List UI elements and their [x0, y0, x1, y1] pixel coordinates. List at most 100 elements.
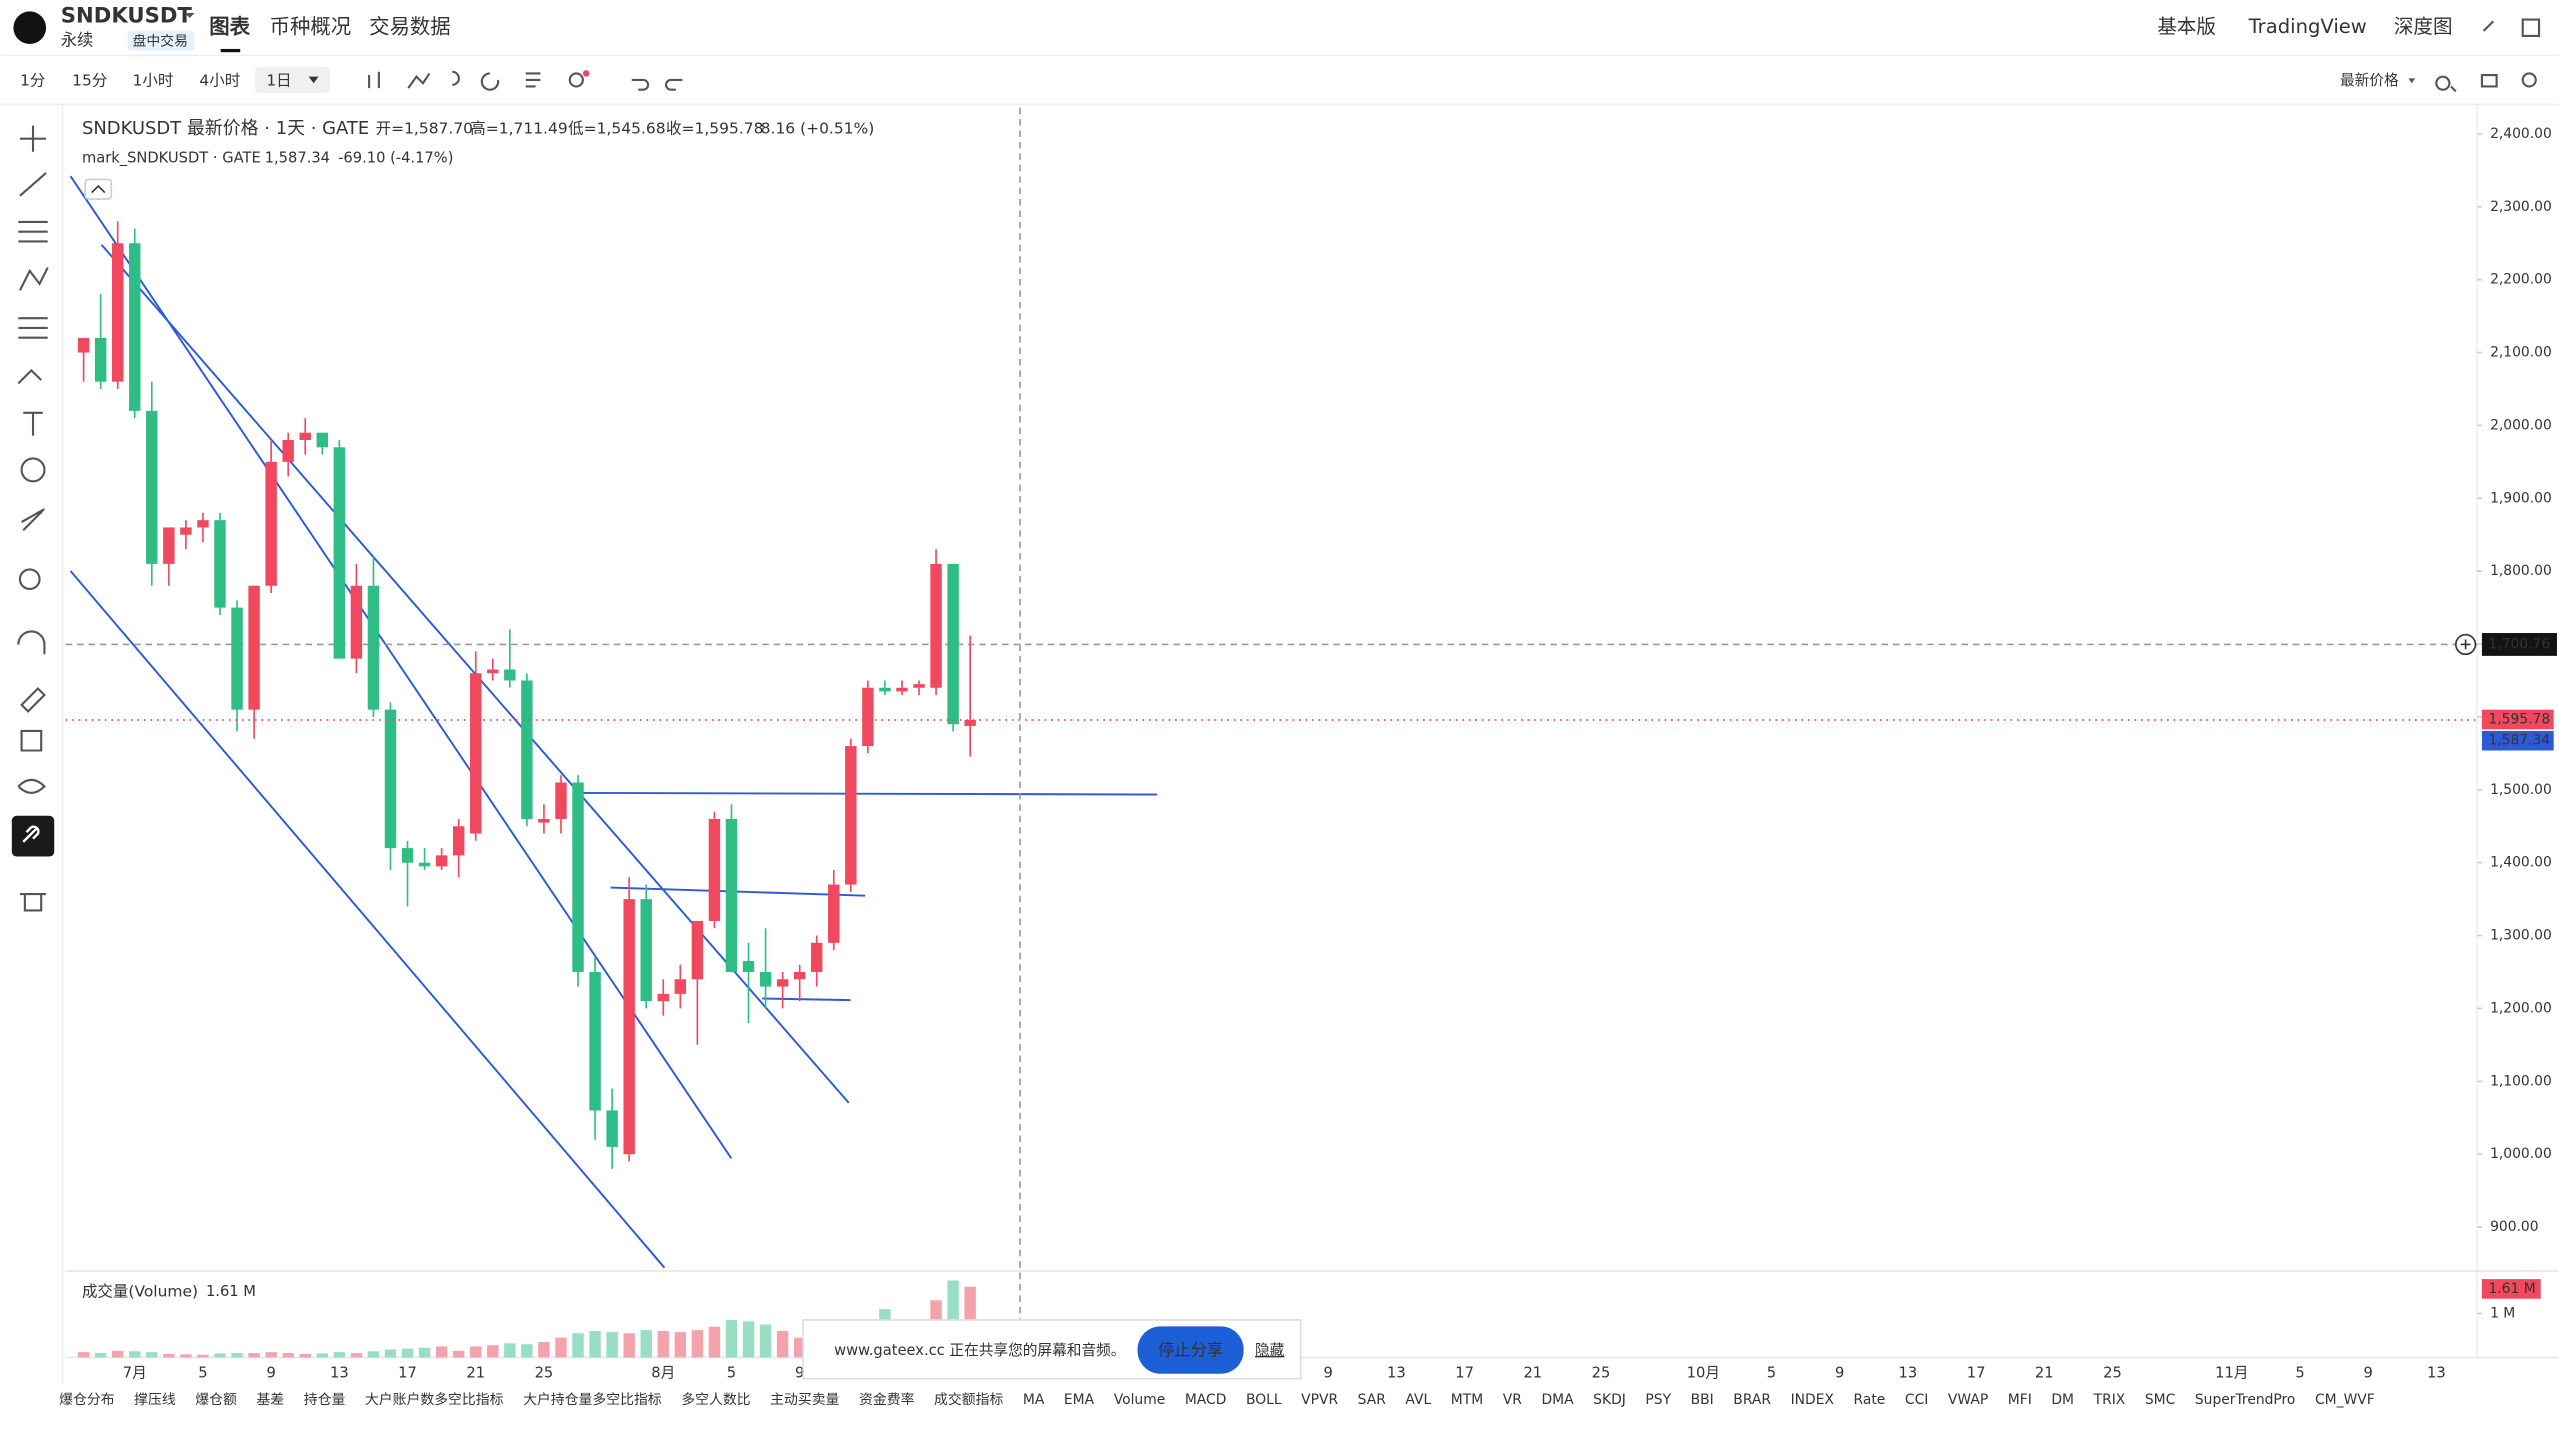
y-tick-label: 1,800.00 [2490, 563, 2552, 579]
stop-share[interactable]: 停止分享 [1158, 1340, 1223, 1359]
indicator-tab[interactable]: Rate [1854, 1392, 1886, 1408]
indicator-tab[interactable]: CCI [1905, 1392, 1928, 1408]
candle-body [725, 818, 738, 972]
candle-body [674, 979, 687, 994]
indicator-tab[interactable]: 持仓量 [304, 1392, 346, 1408]
volume-bar [470, 1346, 482, 1358]
legend-mark-change: -69.10 (-4.17%) [338, 149, 453, 166]
candle-body [759, 971, 772, 987]
indicator-tab[interactable]: VR [1503, 1392, 1522, 1408]
candle-body [384, 709, 397, 849]
volume-bar [146, 1352, 158, 1358]
symbol[interactable]: SNDKUSDT [61, 2, 193, 27]
candle-body [282, 439, 294, 462]
candle-body [265, 461, 277, 586]
interval[interactable]: 15分 [72, 71, 107, 89]
indicator-tab[interactable]: MFI [2008, 1392, 2032, 1408]
view-tab[interactable]: 深度图 [2394, 15, 2453, 38]
logo[interactable] [13, 11, 47, 45]
left-tools[interactable] [17, 125, 49, 912]
indicator-tab[interactable]: MTM [1451, 1392, 1483, 1408]
legend-high: 高=1,711.49 [470, 119, 567, 137]
collapse-button[interactable] [84, 178, 113, 200]
indicator-tab[interactable]: 资金费率 [859, 1391, 915, 1408]
candle-body [538, 818, 550, 823]
candle-body [248, 585, 260, 710]
view-tab[interactable]: 基本版 [2157, 15, 2216, 38]
x-tick-label: 9 [1324, 1365, 1333, 1382]
indicator-tab[interactable]: 撑压线 [134, 1392, 176, 1408]
volume-bar [504, 1343, 516, 1358]
volume-bar [776, 1331, 789, 1358]
indicator-tab[interactable]: DM [2051, 1392, 2074, 1408]
indicator-tab[interactable]: Volume [1114, 1392, 1166, 1408]
indicator-tab[interactable]: BOLL [1246, 1392, 1282, 1408]
indicator-tab[interactable]: SuperTrendPro [2195, 1392, 2296, 1408]
y-tick-label: 1,300.00 [2490, 928, 2552, 944]
last-price-box [2481, 709, 2554, 730]
x-tick-label: 9 [2364, 1365, 2373, 1382]
indicator-tab[interactable]: BRAR [1733, 1392, 1771, 1408]
x-tick-label: 8月 [651, 1365, 675, 1382]
volume-bar [367, 1351, 380, 1358]
candle-body [316, 432, 328, 448]
volume-bar [231, 1353, 243, 1358]
badge [127, 30, 195, 51]
indicator-tab[interactable]: 成交额指标 [934, 1391, 1003, 1408]
x-tick-label: 17 [1967, 1365, 1986, 1382]
interval[interactable]: 1日 [266, 71, 291, 89]
hide-share[interactable]: 隐藏 [1255, 1342, 1285, 1359]
price-type[interactable]: 最新价格 [2340, 72, 2399, 89]
indicator-tab[interactable]: BBI [1691, 1392, 1714, 1408]
indicator-tab[interactable]: EMA [1064, 1392, 1095, 1408]
indicator-tab[interactable]: AVL [1405, 1392, 1431, 1408]
candle-body [333, 447, 346, 659]
view-tab[interactable]: TradingView [2248, 15, 2367, 38]
dropdown-icon[interactable] [308, 76, 319, 84]
indicator-tab[interactable]: 爆仓分布 [59, 1392, 115, 1408]
top-tab[interactable]: 图表 [209, 15, 250, 39]
indicator-tab[interactable]: 爆仓额 [195, 1392, 237, 1408]
candle-body [879, 687, 891, 692]
interval[interactable]: 1小时 [133, 71, 174, 89]
indicator-tab[interactable]: TRIX [2093, 1392, 2126, 1408]
indicator-tab[interactable]: SKDJ [1593, 1392, 1626, 1408]
volume-bar [589, 1331, 601, 1358]
price-type-caret [2408, 78, 2416, 84]
interval[interactable]: 1分 [20, 71, 45, 89]
indicator-tab[interactable]: SAR [1358, 1392, 1387, 1408]
top-tab[interactable]: 交易数据 [369, 15, 451, 39]
indicator-tab[interactable]: VWAP [1948, 1392, 1988, 1408]
candle-body [231, 607, 243, 710]
x-tick-label: 9 [795, 1365, 804, 1382]
volume-bar [77, 1352, 90, 1358]
indicator-tab[interactable]: SMC [2145, 1392, 2175, 1408]
indicator-tab[interactable]: PSY [1645, 1392, 1671, 1408]
top-tab[interactable]: 币种概况 [270, 15, 352, 39]
stop-share-button[interactable] [1137, 1326, 1244, 1374]
indicator-tab[interactable]: INDEX [1791, 1392, 1835, 1408]
indicator-tab[interactable]: 主动买卖量 [770, 1392, 839, 1408]
indicator-tab[interactable]: MACD [1185, 1392, 1227, 1408]
badge-text: 盘中交易 [133, 33, 188, 50]
x-tick-label: 17 [1455, 1365, 1474, 1382]
tool-active[interactable] [11, 815, 55, 857]
indicator-tab[interactable]: 多空人数比 [681, 1391, 750, 1408]
candle-body [77, 337, 90, 353]
indicator-tab[interactable]: VPVR [1301, 1392, 1338, 1408]
indicator-tab[interactable]: 大户持仓量多空比指标 [523, 1391, 662, 1408]
volume-bar [282, 1353, 294, 1358]
interval[interactable]: 4小时 [199, 71, 240, 89]
candle-body [452, 826, 465, 856]
candle-body [896, 687, 908, 692]
indicator-tab[interactable]: 大户账户数多空比指标 [365, 1391, 504, 1408]
x-tick-label: 10月 [1687, 1365, 1720, 1382]
indicator-tab[interactable]: CM_WVF [2315, 1392, 2375, 1408]
indicator-tab[interactable]: DMA [1541, 1392, 1574, 1408]
indicator-tab[interactable]: 基差 [256, 1391, 284, 1408]
candle-body [930, 563, 942, 688]
x-tick-label: 21 [1523, 1365, 1542, 1382]
indicator-tab[interactable]: MA [1023, 1392, 1045, 1408]
candle-body [180, 527, 192, 535]
toolbar-icons[interactable] [368, 18, 2541, 93]
